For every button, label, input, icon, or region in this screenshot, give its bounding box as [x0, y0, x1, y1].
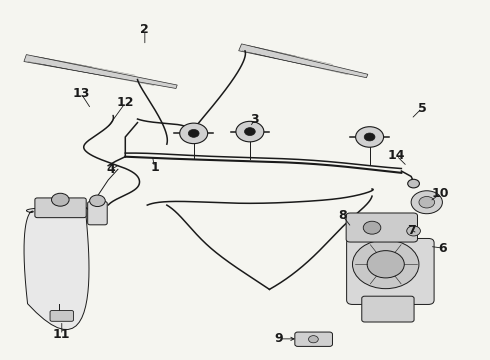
Circle shape [309, 336, 318, 343]
Text: 7: 7 [407, 224, 416, 237]
FancyBboxPatch shape [35, 198, 86, 218]
Circle shape [352, 240, 419, 289]
Circle shape [363, 221, 381, 234]
Circle shape [367, 251, 404, 278]
FancyBboxPatch shape [50, 311, 74, 321]
Circle shape [188, 130, 199, 137]
Text: 4: 4 [106, 163, 115, 176]
Circle shape [408, 179, 419, 188]
FancyBboxPatch shape [295, 332, 332, 346]
Polygon shape [24, 55, 177, 89]
Circle shape [51, 193, 69, 206]
Text: 9: 9 [274, 332, 283, 345]
FancyBboxPatch shape [362, 296, 414, 322]
Polygon shape [239, 44, 368, 78]
FancyBboxPatch shape [346, 238, 434, 305]
Text: 12: 12 [117, 96, 134, 109]
Text: 5: 5 [417, 102, 426, 115]
Circle shape [245, 128, 255, 135]
Text: 11: 11 [53, 328, 71, 341]
Text: 2: 2 [141, 23, 149, 36]
Circle shape [419, 197, 435, 208]
Text: 10: 10 [432, 187, 449, 200]
Text: 3: 3 [250, 113, 259, 126]
Circle shape [180, 123, 208, 144]
Circle shape [411, 191, 442, 214]
Text: 1: 1 [150, 161, 159, 174]
Text: 14: 14 [388, 149, 405, 162]
Circle shape [356, 127, 384, 147]
Circle shape [90, 195, 105, 207]
Circle shape [364, 133, 375, 141]
Circle shape [236, 121, 264, 142]
FancyBboxPatch shape [346, 213, 417, 242]
Text: 6: 6 [439, 242, 447, 255]
Circle shape [407, 226, 420, 236]
Polygon shape [24, 207, 98, 329]
FancyBboxPatch shape [88, 202, 107, 225]
Text: 13: 13 [73, 87, 90, 100]
Text: 8: 8 [339, 210, 347, 222]
